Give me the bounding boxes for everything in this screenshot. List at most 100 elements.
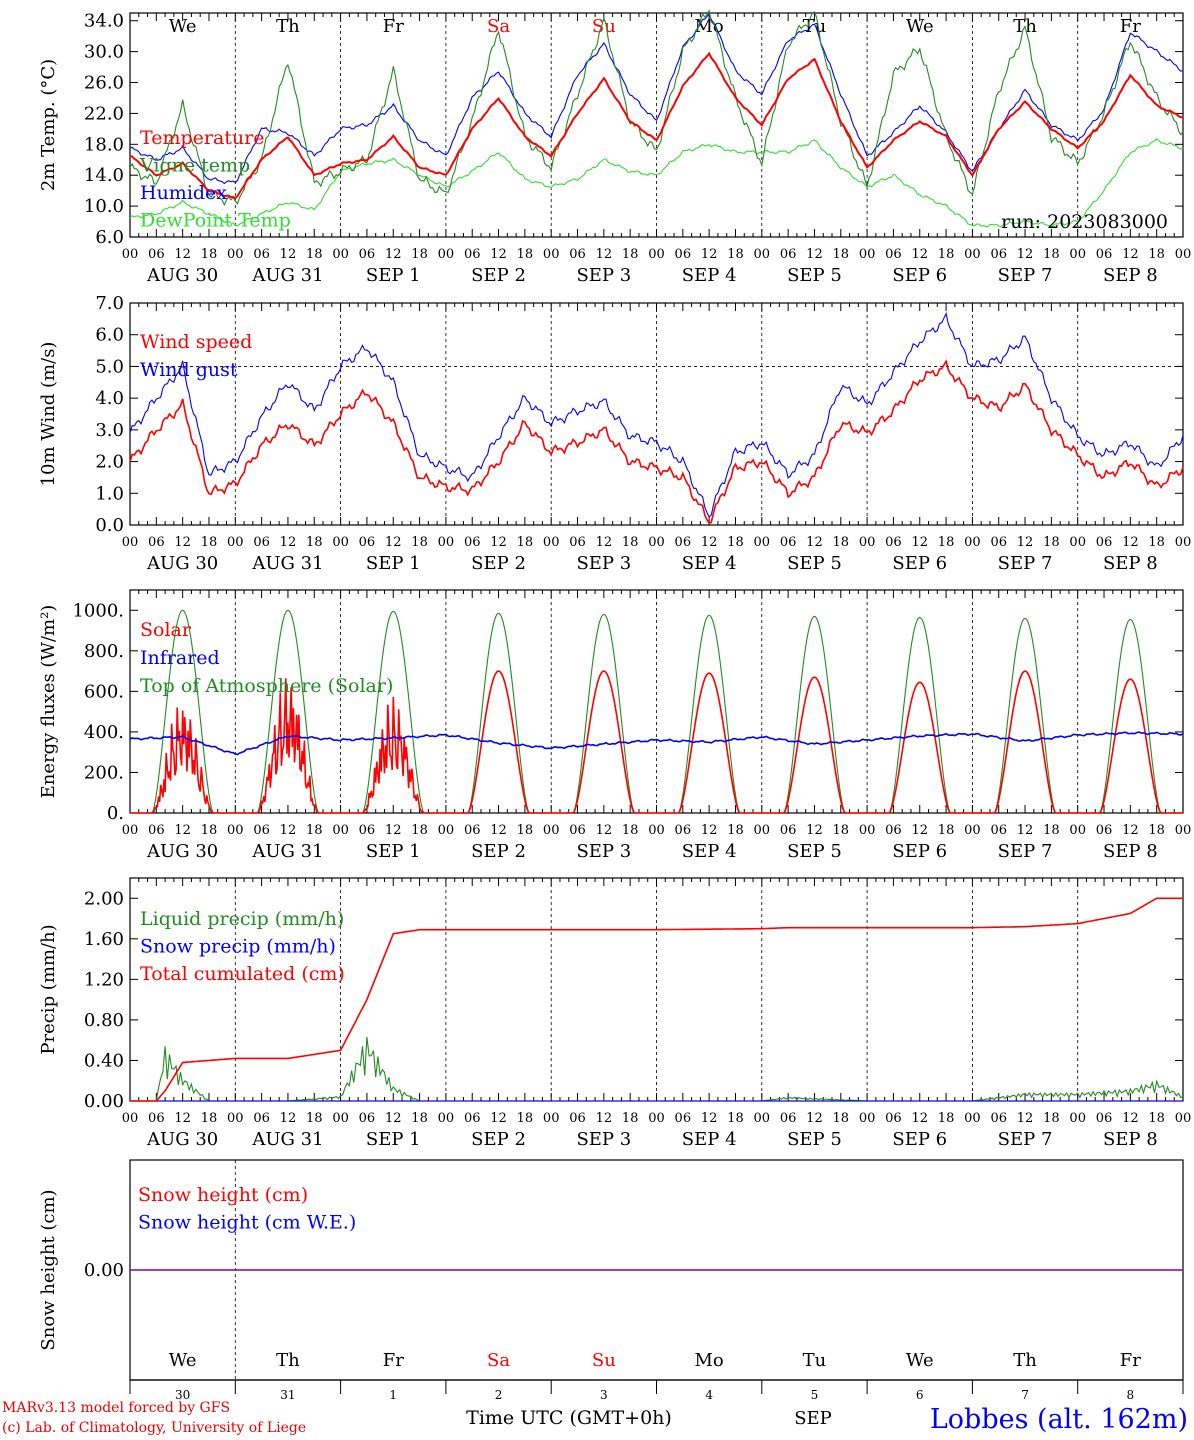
hour-tick-label: 18 <box>1043 535 1060 550</box>
hour-tick-label: 06 <box>569 535 586 550</box>
hour-tick-label: 06 <box>464 823 481 838</box>
y-tick-label: 0.40 <box>84 1050 124 1071</box>
hour-tick-label: 06 <box>569 247 586 262</box>
legend-vigne-temp: Vigne temp <box>139 155 250 177</box>
legend-wind-gust: Wind gust <box>140 359 238 381</box>
hour-tick-label: 06 <box>780 535 797 550</box>
date-label: SEP 5 <box>787 841 842 862</box>
y-tick-label: 1.0 <box>95 483 124 504</box>
hour-tick-label: 06 <box>780 823 797 838</box>
hour-tick-label: 06 <box>359 1111 376 1126</box>
weekday-label: Th <box>276 1350 300 1371</box>
hour-tick-label: 06 <box>253 247 270 262</box>
hour-tick-label: 00 <box>543 1111 560 1126</box>
weekday-label: Su <box>592 16 616 37</box>
hour-tick-label: 00 <box>227 247 244 262</box>
y-tick-label: 22.0 <box>84 103 124 124</box>
date-label: AUG 31 <box>251 1129 323 1150</box>
hour-tick-label: 12 <box>385 247 402 262</box>
hour-tick-label: 06 <box>780 247 797 262</box>
hour-tick-label: 18 <box>938 535 955 550</box>
station-label: Lobbes (alt. 162m) <box>930 1404 1188 1435</box>
date-label: SEP 5 <box>787 1129 842 1150</box>
date-label: SEP 2 <box>471 553 526 574</box>
hour-tick-label: 18 <box>411 1111 428 1126</box>
hour-tick-label: 12 <box>701 1111 718 1126</box>
date-label: SEP 4 <box>682 553 737 574</box>
weekday-label: We <box>906 1350 934 1371</box>
hour-tick-label: 12 <box>911 247 928 262</box>
hour-tick-label: 00 <box>964 823 981 838</box>
hour-tick-label: 00 <box>438 247 455 262</box>
hour-tick-label: 00 <box>1069 823 1086 838</box>
hour-tick-label: 12 <box>174 247 191 262</box>
y-tick-label: 18.0 <box>84 134 124 155</box>
hour-tick-label: 06 <box>253 823 270 838</box>
y-axis-label: Precip (mm/h) <box>38 924 59 1054</box>
date-label: AUG 30 <box>146 1129 218 1150</box>
hour-tick-label: 12 <box>806 535 823 550</box>
hour-tick-label: 06 <box>464 1111 481 1126</box>
date-label: SEP 8 <box>1103 841 1158 862</box>
model-credit: MARv3.13 model forced by GFS <box>2 1400 231 1416</box>
hour-tick-label: 00 <box>859 1111 876 1126</box>
weekday-label: Fr <box>1120 1350 1141 1371</box>
hour-tick-label: 18 <box>938 823 955 838</box>
hour-tick-label: 00 <box>438 1111 455 1126</box>
date-label: AUG 30 <box>146 841 218 862</box>
hour-tick-label: 06 <box>359 535 376 550</box>
y-axis-label: Energy fluxes (W/m²) <box>38 605 59 799</box>
hour-tick-label: 18 <box>201 823 218 838</box>
hour-tick-label: 00 <box>543 823 560 838</box>
month-label: SEP <box>794 1408 832 1429</box>
hour-tick-label: 00 <box>332 535 349 550</box>
hour-tick-label: 06 <box>1096 823 1113 838</box>
y-tick-label: 0.00 <box>84 1260 124 1281</box>
weekday-label: Sa <box>487 16 510 37</box>
hour-tick-label: 06 <box>148 1111 165 1126</box>
hour-tick-label: 00 <box>227 1111 244 1126</box>
weekday-label: We <box>169 1350 197 1371</box>
hour-tick-label: 00 <box>964 1111 981 1126</box>
hour-tick-label: 06 <box>359 247 376 262</box>
hour-tick-label: 06 <box>253 1111 270 1126</box>
hour-tick-label: 12 <box>701 823 718 838</box>
hour-tick-label: 00 <box>1175 1111 1192 1126</box>
day-number-label: 8 <box>1127 1388 1135 1402</box>
date-label: SEP 6 <box>892 265 947 286</box>
hour-tick-label: 12 <box>596 1111 613 1126</box>
y-tick-label: 0.00 <box>84 1091 124 1112</box>
hour-tick-label: 12 <box>1122 1111 1139 1126</box>
hour-tick-label: 00 <box>227 823 244 838</box>
hour-tick-label: 00 <box>543 535 560 550</box>
hour-tick-label: 12 <box>385 1111 402 1126</box>
hour-tick-label: 18 <box>306 535 323 550</box>
date-label: SEP 4 <box>682 265 737 286</box>
hour-tick-label: 00 <box>648 1111 665 1126</box>
y-tick-label: 0.80 <box>84 1010 124 1031</box>
date-label: SEP 1 <box>366 841 421 862</box>
hour-tick-label: 06 <box>885 247 902 262</box>
hour-tick-label: 00 <box>332 247 349 262</box>
legend-total-cumulated-cm-: Total cumulated (cm) <box>140 963 345 985</box>
hour-tick-label: 18 <box>411 247 428 262</box>
hour-tick-label: 12 <box>280 1111 297 1126</box>
date-label: SEP 8 <box>1103 1129 1158 1150</box>
hour-tick-label: 18 <box>727 247 744 262</box>
hour-tick-label: 00 <box>754 823 771 838</box>
legend-top-of-atmosphere-solar-: Top of Atmosphere (Solar) <box>140 675 393 697</box>
y-tick-label: 4.0 <box>95 388 124 409</box>
y-tick-label: 800. <box>84 641 124 662</box>
date-label: SEP 4 <box>682 1129 737 1150</box>
hour-tick-label: 00 <box>648 535 665 550</box>
y-tick-label: 30.0 <box>84 42 124 63</box>
date-label: SEP 2 <box>471 265 526 286</box>
hour-tick-label: 18 <box>1148 1111 1165 1126</box>
date-label: AUG 31 <box>251 841 323 862</box>
hour-tick-label: 06 <box>464 535 481 550</box>
date-label: AUG 31 <box>251 553 323 574</box>
time-axis-label: Time UTC (GMT+0h) <box>466 1407 672 1429</box>
hour-tick-label: 18 <box>1148 535 1165 550</box>
y-axis-label: Snow height (cm) <box>38 1189 59 1350</box>
date-label: SEP 5 <box>787 553 842 574</box>
